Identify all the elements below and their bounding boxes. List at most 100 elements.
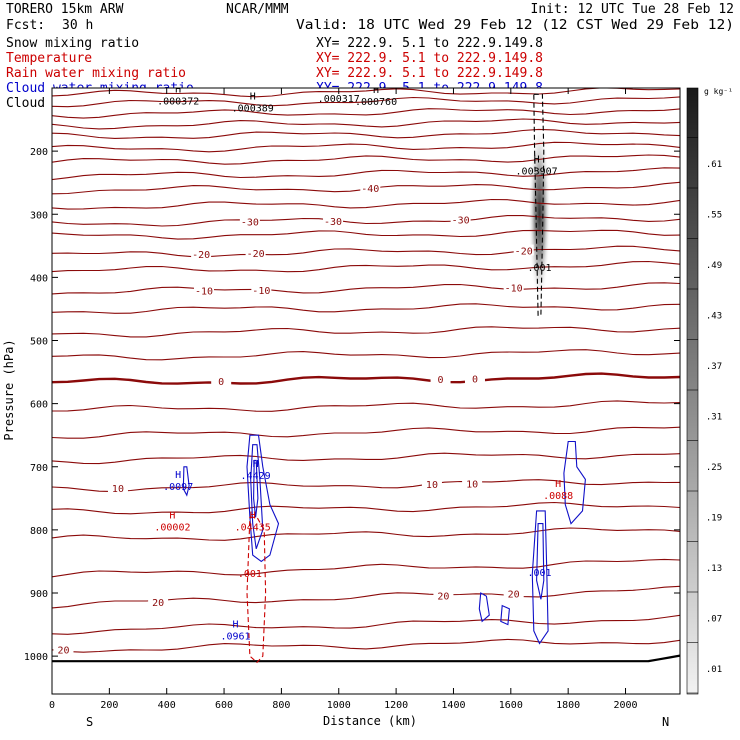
colorbar-gradient bbox=[686, 87, 699, 695]
cloud-water-contour bbox=[478, 592, 490, 623]
temperature-label: -40 bbox=[361, 184, 379, 195]
temperature-label: -10 bbox=[195, 286, 213, 297]
y-axis-label: Pressure (hPa) bbox=[2, 339, 16, 440]
contour-label: .001 bbox=[238, 569, 262, 580]
cloud-water-contour bbox=[182, 466, 190, 497]
maximum-value: .0961 bbox=[220, 632, 250, 643]
contour-label: .001 bbox=[527, 263, 551, 274]
maximum-marker: H bbox=[169, 511, 175, 522]
colorbar-tick-label: .55 bbox=[706, 210, 722, 220]
temperature-label-bg bbox=[107, 481, 128, 493]
x-tick-label: 600 bbox=[215, 700, 233, 711]
rain-water-contour bbox=[246, 516, 267, 664]
terrain-line bbox=[52, 654, 680, 663]
temperature-label-bg bbox=[360, 182, 381, 194]
colorbar-tick-label: .19 bbox=[706, 513, 722, 523]
temperature-label-bg bbox=[251, 283, 272, 295]
temperature-label: -20 bbox=[515, 247, 533, 258]
temperature-contour-21 bbox=[52, 167, 680, 181]
temperature-contour-7 bbox=[52, 452, 680, 465]
temperature-contour-14 bbox=[52, 282, 680, 295]
maximum-value: .0097 bbox=[163, 482, 193, 493]
temperature-label-bg bbox=[245, 247, 266, 259]
valid-time: Valid: 18 UTC Wed 29 Feb 12 (12 CST Wed … bbox=[296, 18, 734, 33]
model-title: TORERO 15km ARW bbox=[6, 2, 124, 17]
field-label-1: Temperature bbox=[6, 51, 92, 66]
colorbar-tick-label: .43 bbox=[706, 311, 722, 321]
temperature-contour-11 bbox=[52, 349, 680, 361]
contour-label: .001 bbox=[527, 568, 551, 579]
y-tick-label: 200 bbox=[30, 147, 48, 158]
temperature-label-bg bbox=[503, 587, 524, 599]
temperature-contour-3 bbox=[52, 558, 680, 578]
maximum-marker: H bbox=[175, 470, 181, 481]
colorbar-unit: g kg⁻¹ bbox=[704, 87, 733, 96]
field-xy-2: XY= 222.9. 5.1 to 222.9.149.8 bbox=[316, 66, 543, 81]
temperature-contour-25 bbox=[52, 118, 680, 130]
temperature-label: 0 bbox=[472, 375, 478, 386]
x-tick-label: 1000 bbox=[327, 700, 351, 711]
temperature-label: 20 bbox=[508, 590, 520, 601]
temperature-label-bg bbox=[53, 643, 74, 655]
temperature-contour-28 bbox=[52, 88, 680, 98]
init-time: Init: 12 UTC Tue 28 Feb 12 bbox=[531, 2, 735, 17]
temperature-label: -30 bbox=[241, 218, 259, 229]
temperature-contour-26 bbox=[52, 108, 680, 119]
org-label: NCAR/MMM bbox=[226, 2, 289, 17]
maximum-value: .00002 bbox=[154, 523, 190, 534]
temperature-label: 0 bbox=[438, 375, 444, 386]
maximum-marker: H bbox=[253, 459, 259, 470]
cloud-water-contour bbox=[250, 444, 264, 549]
x-tick-label: 2000 bbox=[613, 700, 637, 711]
temperature-label: -10 bbox=[252, 286, 270, 297]
colorbar-tick-label: .07 bbox=[706, 614, 722, 624]
temperature-contour-27 bbox=[52, 96, 680, 108]
field-xy-1: XY= 222.9. 5.1 to 222.9.149.8 bbox=[316, 51, 543, 66]
y-tick-label: 1000 bbox=[24, 652, 48, 663]
temperature-label-bg bbox=[503, 281, 524, 293]
temperature-contour-4 bbox=[52, 527, 680, 541]
colorbar-tick-label: .31 bbox=[706, 412, 722, 422]
y-tick-label: 300 bbox=[30, 210, 48, 221]
cloud-water-contour bbox=[563, 440, 586, 525]
x-tick-label: 1200 bbox=[384, 700, 408, 711]
temperature-label: 20 bbox=[57, 646, 69, 657]
colorbar-tick-label: .49 bbox=[706, 261, 722, 271]
colorbar-tick-label: .01 bbox=[706, 665, 722, 675]
temperature-contour-22 bbox=[52, 154, 680, 165]
temperature-contour-15 bbox=[52, 260, 680, 273]
x-tick-label: 200 bbox=[100, 700, 118, 711]
maximum-value: .4429 bbox=[241, 471, 271, 482]
temperature-label: 20 bbox=[437, 591, 449, 602]
temperature-label-bg bbox=[450, 213, 471, 225]
y-tick-label: 600 bbox=[30, 400, 48, 411]
temperature-contour-13 bbox=[52, 303, 680, 314]
maximum-marker: H bbox=[233, 620, 239, 631]
y-tick-label: 700 bbox=[30, 463, 48, 474]
cloud-ice-contour bbox=[533, 93, 545, 316]
colorbar-tick-label: .25 bbox=[706, 463, 722, 473]
temperature-label: -30 bbox=[452, 216, 470, 227]
temperature-label-bg bbox=[239, 215, 260, 227]
temperature-label: -30 bbox=[324, 217, 342, 228]
temperature-contour-10 bbox=[52, 372, 680, 385]
temperature-contour-19 bbox=[52, 198, 680, 210]
temperature-label: 0 bbox=[218, 377, 224, 388]
temperature-label-bg bbox=[464, 372, 485, 384]
x-tick-label: 0 bbox=[49, 700, 55, 711]
temperature-contour-16 bbox=[52, 245, 680, 258]
temperature-contour-8 bbox=[52, 426, 680, 439]
temperature-label-bg bbox=[323, 214, 344, 226]
temperature-label-bg bbox=[433, 589, 454, 601]
temperature-label: -10 bbox=[505, 283, 523, 294]
maximum-value: .000372 bbox=[157, 96, 199, 107]
temperature-label: -20 bbox=[192, 250, 210, 261]
field-label-0: Snow mixing ratio bbox=[6, 36, 139, 51]
temperature-contour-17 bbox=[52, 229, 680, 240]
maximum-marker: H bbox=[250, 511, 256, 522]
cloud-water-contour bbox=[536, 523, 545, 600]
temperature-label-bg bbox=[191, 247, 212, 259]
temperature-contour-18 bbox=[52, 215, 680, 227]
temperature-contour-9 bbox=[52, 400, 680, 412]
